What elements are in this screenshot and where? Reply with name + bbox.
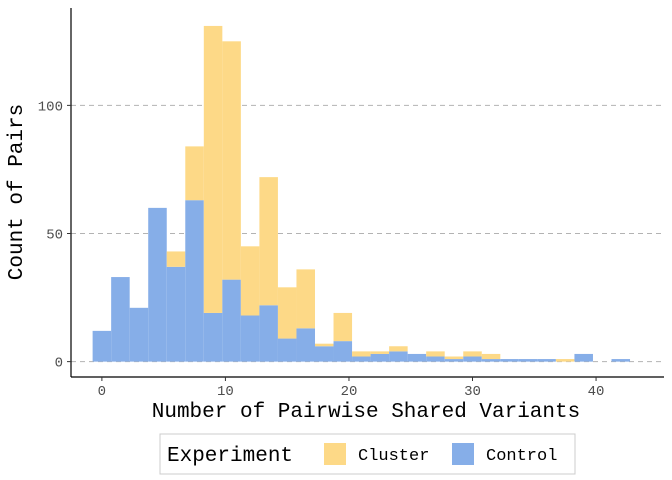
ticks: 0 10 20 30 40 0 50 100 [38,99,605,400]
bar-control-15 [370,353,390,362]
bar-cluster-11 [296,269,315,329]
bar-cluster-14 [352,351,371,357]
bar-control-20 [463,356,482,362]
bar-cluster-16 [389,346,408,352]
legend-key-control [452,443,474,465]
bar-control-26 [574,353,593,362]
bar-cluster-7 [222,41,241,280]
bar-control-10 [277,338,297,362]
x-tick-label: 40 [588,384,605,400]
x-tick-label: 0 [98,384,106,400]
bar-cluster-12 [314,343,334,347]
bar-control-1 [111,277,130,362]
bar-control-22 [500,359,519,362]
bars [92,25,631,362]
bar-cluster-5 [185,146,204,201]
bar-control-4 [166,266,186,362]
legend: Experiment Cluster Control [159,433,576,475]
bar-control-7 [222,279,241,362]
bar-control-14 [352,356,371,362]
bar-cluster-9 [259,177,278,306]
bar-cluster-18 [426,351,445,357]
bar-cluster-8 [240,246,260,316]
bar-control-13 [333,341,353,362]
axes [70,8,664,378]
bar-control-5 [185,200,204,362]
bar-control-3 [148,207,167,362]
y-tick-label: 50 [46,228,63,244]
bar-control-18 [426,356,445,362]
legend-label-control: Control [486,447,557,466]
bar-control-6 [203,312,223,362]
bar-control-16 [389,351,408,362]
y-tick-label: 100 [38,99,63,115]
bar-cluster-21 [481,353,501,360]
bar-cluster-4 [166,251,186,267]
legend-key-cluster [324,443,346,465]
bar-control-9 [259,305,278,362]
bar-cluster-25 [555,359,575,362]
x-tick-label: 10 [217,384,234,400]
y-tick-label: 0 [55,356,63,372]
bar-control-0 [92,330,112,362]
x-tick-label: 20 [341,384,358,400]
bar-control-21 [481,359,501,362]
bar-cluster-13 [333,312,353,342]
bar-control-11 [296,328,315,362]
y-axis-title: Count of Pairs [6,104,29,280]
bar-control-2 [129,307,149,362]
bar-control-24 [537,359,556,362]
bar-control-19 [444,359,464,362]
bar-cluster-10 [277,287,297,339]
x-tick-label: 30 [464,384,481,400]
bar-cluster-15 [370,351,390,354]
bar-cluster-20 [463,351,482,357]
bar-control-8 [240,315,260,362]
bar-cluster-6 [203,25,223,313]
legend-label-cluster: Cluster [358,447,429,466]
legend-title: Experiment [167,445,293,468]
bar-control-23 [518,359,538,362]
bar-control-28 [611,359,631,362]
bar-cluster-19 [444,356,464,360]
legend-box [159,433,576,475]
bar-control-17 [407,353,427,362]
bar-control-12 [314,346,334,362]
x-axis-title: Number of Pairwise Shared Variants [152,401,580,424]
